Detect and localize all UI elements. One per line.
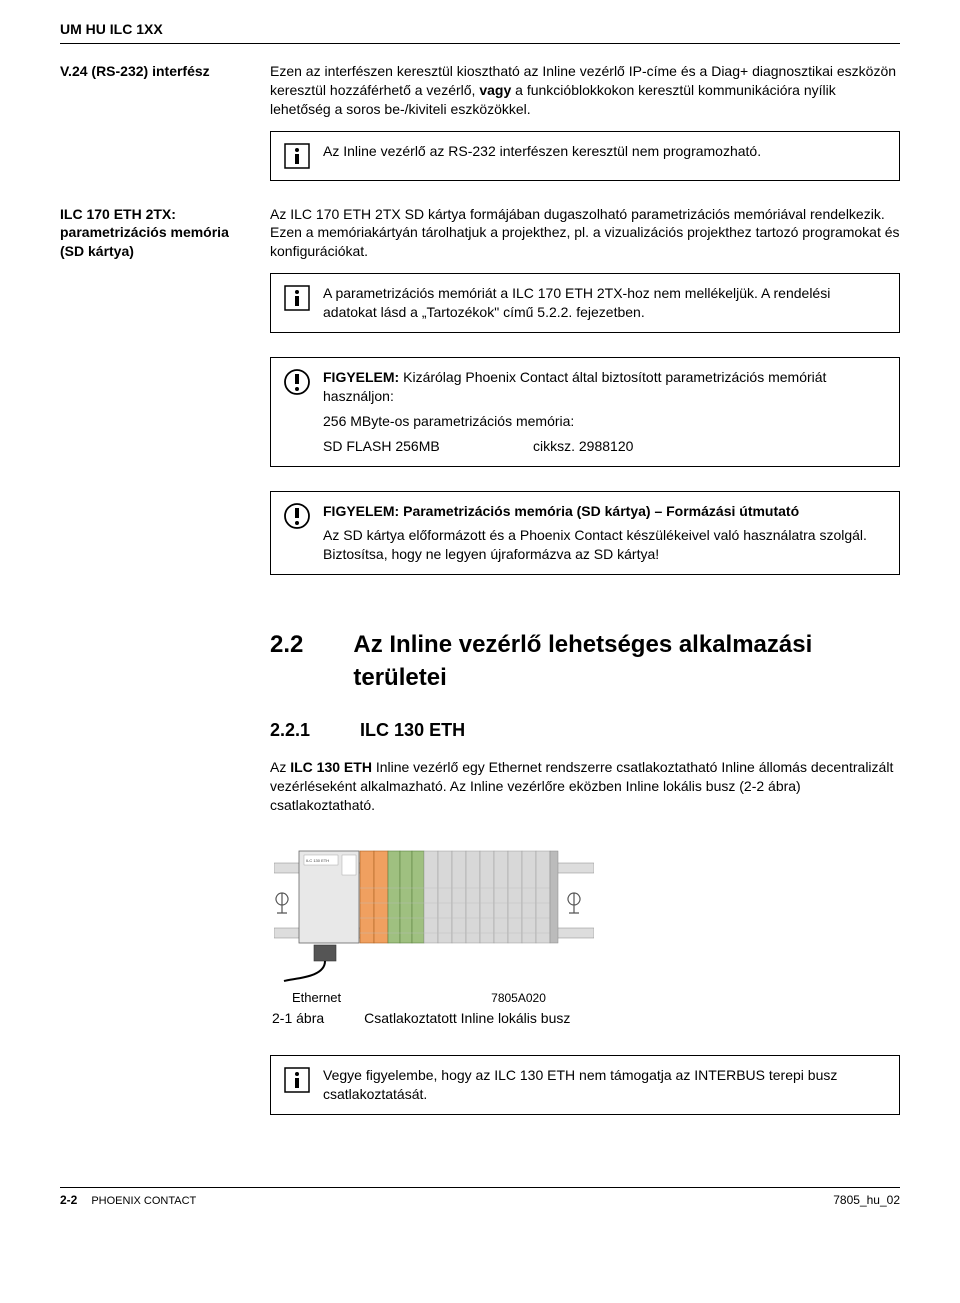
header-rule xyxy=(60,43,900,44)
warn2-line1: Az SD kártya előformázott és a Phoenix C… xyxy=(323,526,887,564)
warning-icon xyxy=(283,502,311,530)
figure-ethernet-label: Ethernet xyxy=(292,989,341,1007)
section-v24-label: V.24 (RS-232) interfész xyxy=(60,62,250,119)
warn1-line1: FIGYELEM: Kizárólag Phoenix Contact álta… xyxy=(323,368,887,406)
section-v24: V.24 (RS-232) interfész Ezen az interfés… xyxy=(60,62,900,119)
para-ilc130: Az ILC 130 ETH Inline vezérlő egy Ethern… xyxy=(270,758,900,815)
info-note-1: Az Inline vezérlő az RS-232 interfészen … xyxy=(270,131,900,181)
warn2-heading: FIGYELEM: Parametrizációs memória (SD ká… xyxy=(323,502,887,521)
section-ilc170: ILC 170 ETH 2TX: parametrizációs memória… xyxy=(60,205,900,262)
h3-title: ILC 130 ETH xyxy=(360,718,465,742)
note1-row: Az Inline vezérlő az RS-232 interfészen … xyxy=(60,131,900,193)
section-ilc170-body: Az ILC 170 ETH 2TX SD kártya formájában … xyxy=(270,205,900,262)
figure-2-1: ILC 130 ETH xyxy=(270,833,900,1027)
warning-note-1-body: FIGYELEM: Kizárólag Phoenix Contact álta… xyxy=(323,368,887,456)
mem-name: SD FLASH 256MB xyxy=(323,437,503,456)
h3-num: 2.2.1 xyxy=(270,718,310,742)
mem-code: cikksz. 2988120 xyxy=(533,437,633,456)
info-note-3-text: Vegye figyelembe, hogy az ILC 130 ETH ne… xyxy=(323,1066,887,1104)
figure-caption: Csatlakoztatott Inline lokális busz xyxy=(364,1009,570,1028)
section-ilc170-label: ILC 170 ETH 2TX: parametrizációs memória… xyxy=(60,205,250,262)
info-icon xyxy=(283,1066,311,1094)
doc-header-title: UM HU ILC 1XX xyxy=(60,20,900,39)
note4-row: FIGYELEM: Parametrizációs memória (SD ká… xyxy=(60,491,900,588)
note3-row: FIGYELEM: Kizárólag Phoenix Contact álta… xyxy=(60,357,900,479)
figure-number: 2-1 ábra xyxy=(272,1009,324,1028)
section-heading-2-2: 2.2 Az Inline vezérlő lehetséges alkalma… xyxy=(270,629,900,694)
footer-doc-id: 7805_hu_02 xyxy=(833,1192,900,1209)
note2-row: A parametrizációs memóriát a ILC 170 ETH… xyxy=(60,273,900,345)
device-diagram: ILC 130 ETH xyxy=(274,833,594,983)
svg-text:ILC 130 ETH: ILC 130 ETH xyxy=(306,858,329,863)
warning-note-2: FIGYELEM: Parametrizációs memória (SD ká… xyxy=(270,491,900,576)
page-footer: 2-2 PHOENIX CONTACT 7805_hu_02 xyxy=(60,1187,900,1209)
info-note-2-text: A parametrizációs memóriát a ILC 170 ETH… xyxy=(323,284,887,322)
footer-page-number: 2-2 xyxy=(60,1192,77,1208)
footer-brand: PHOENIX CONTACT xyxy=(91,1194,196,1209)
warning-note-1: FIGYELEM: Kizárólag Phoenix Contact álta… xyxy=(270,357,900,467)
info-icon xyxy=(283,284,311,312)
warning-icon xyxy=(283,368,311,396)
info-icon xyxy=(283,142,311,170)
warning-note-2-body: FIGYELEM: Parametrizációs memória (SD ká… xyxy=(323,502,887,565)
info-note-3: Vegye figyelembe, hogy az ILC 130 ETH ne… xyxy=(270,1055,900,1115)
h2-row: 2.2 Az Inline vezérlő lehetséges alkalma… xyxy=(60,599,900,1037)
h2-title: Az Inline vezérlő lehetséges alkalmazási… xyxy=(353,629,900,694)
info-note-2: A parametrizációs memóriát a ILC 170 ETH… xyxy=(270,273,900,333)
warn1-line2: 256 MByte-os parametrizációs memória: xyxy=(323,412,887,431)
section-heading-2-2-1: 2.2.1 ILC 130 ETH xyxy=(270,718,900,742)
section-v24-body: Ezen az interfészen keresztül kiosztható… xyxy=(270,62,900,119)
note5-row: Vegye figyelembe, hogy az ILC 130 ETH ne… xyxy=(60,1055,900,1127)
h2-num: 2.2 xyxy=(270,629,303,694)
figure-code: 7805A020 xyxy=(491,990,546,1006)
info-note-1-text: Az Inline vezérlő az RS-232 interfészen … xyxy=(323,142,887,161)
